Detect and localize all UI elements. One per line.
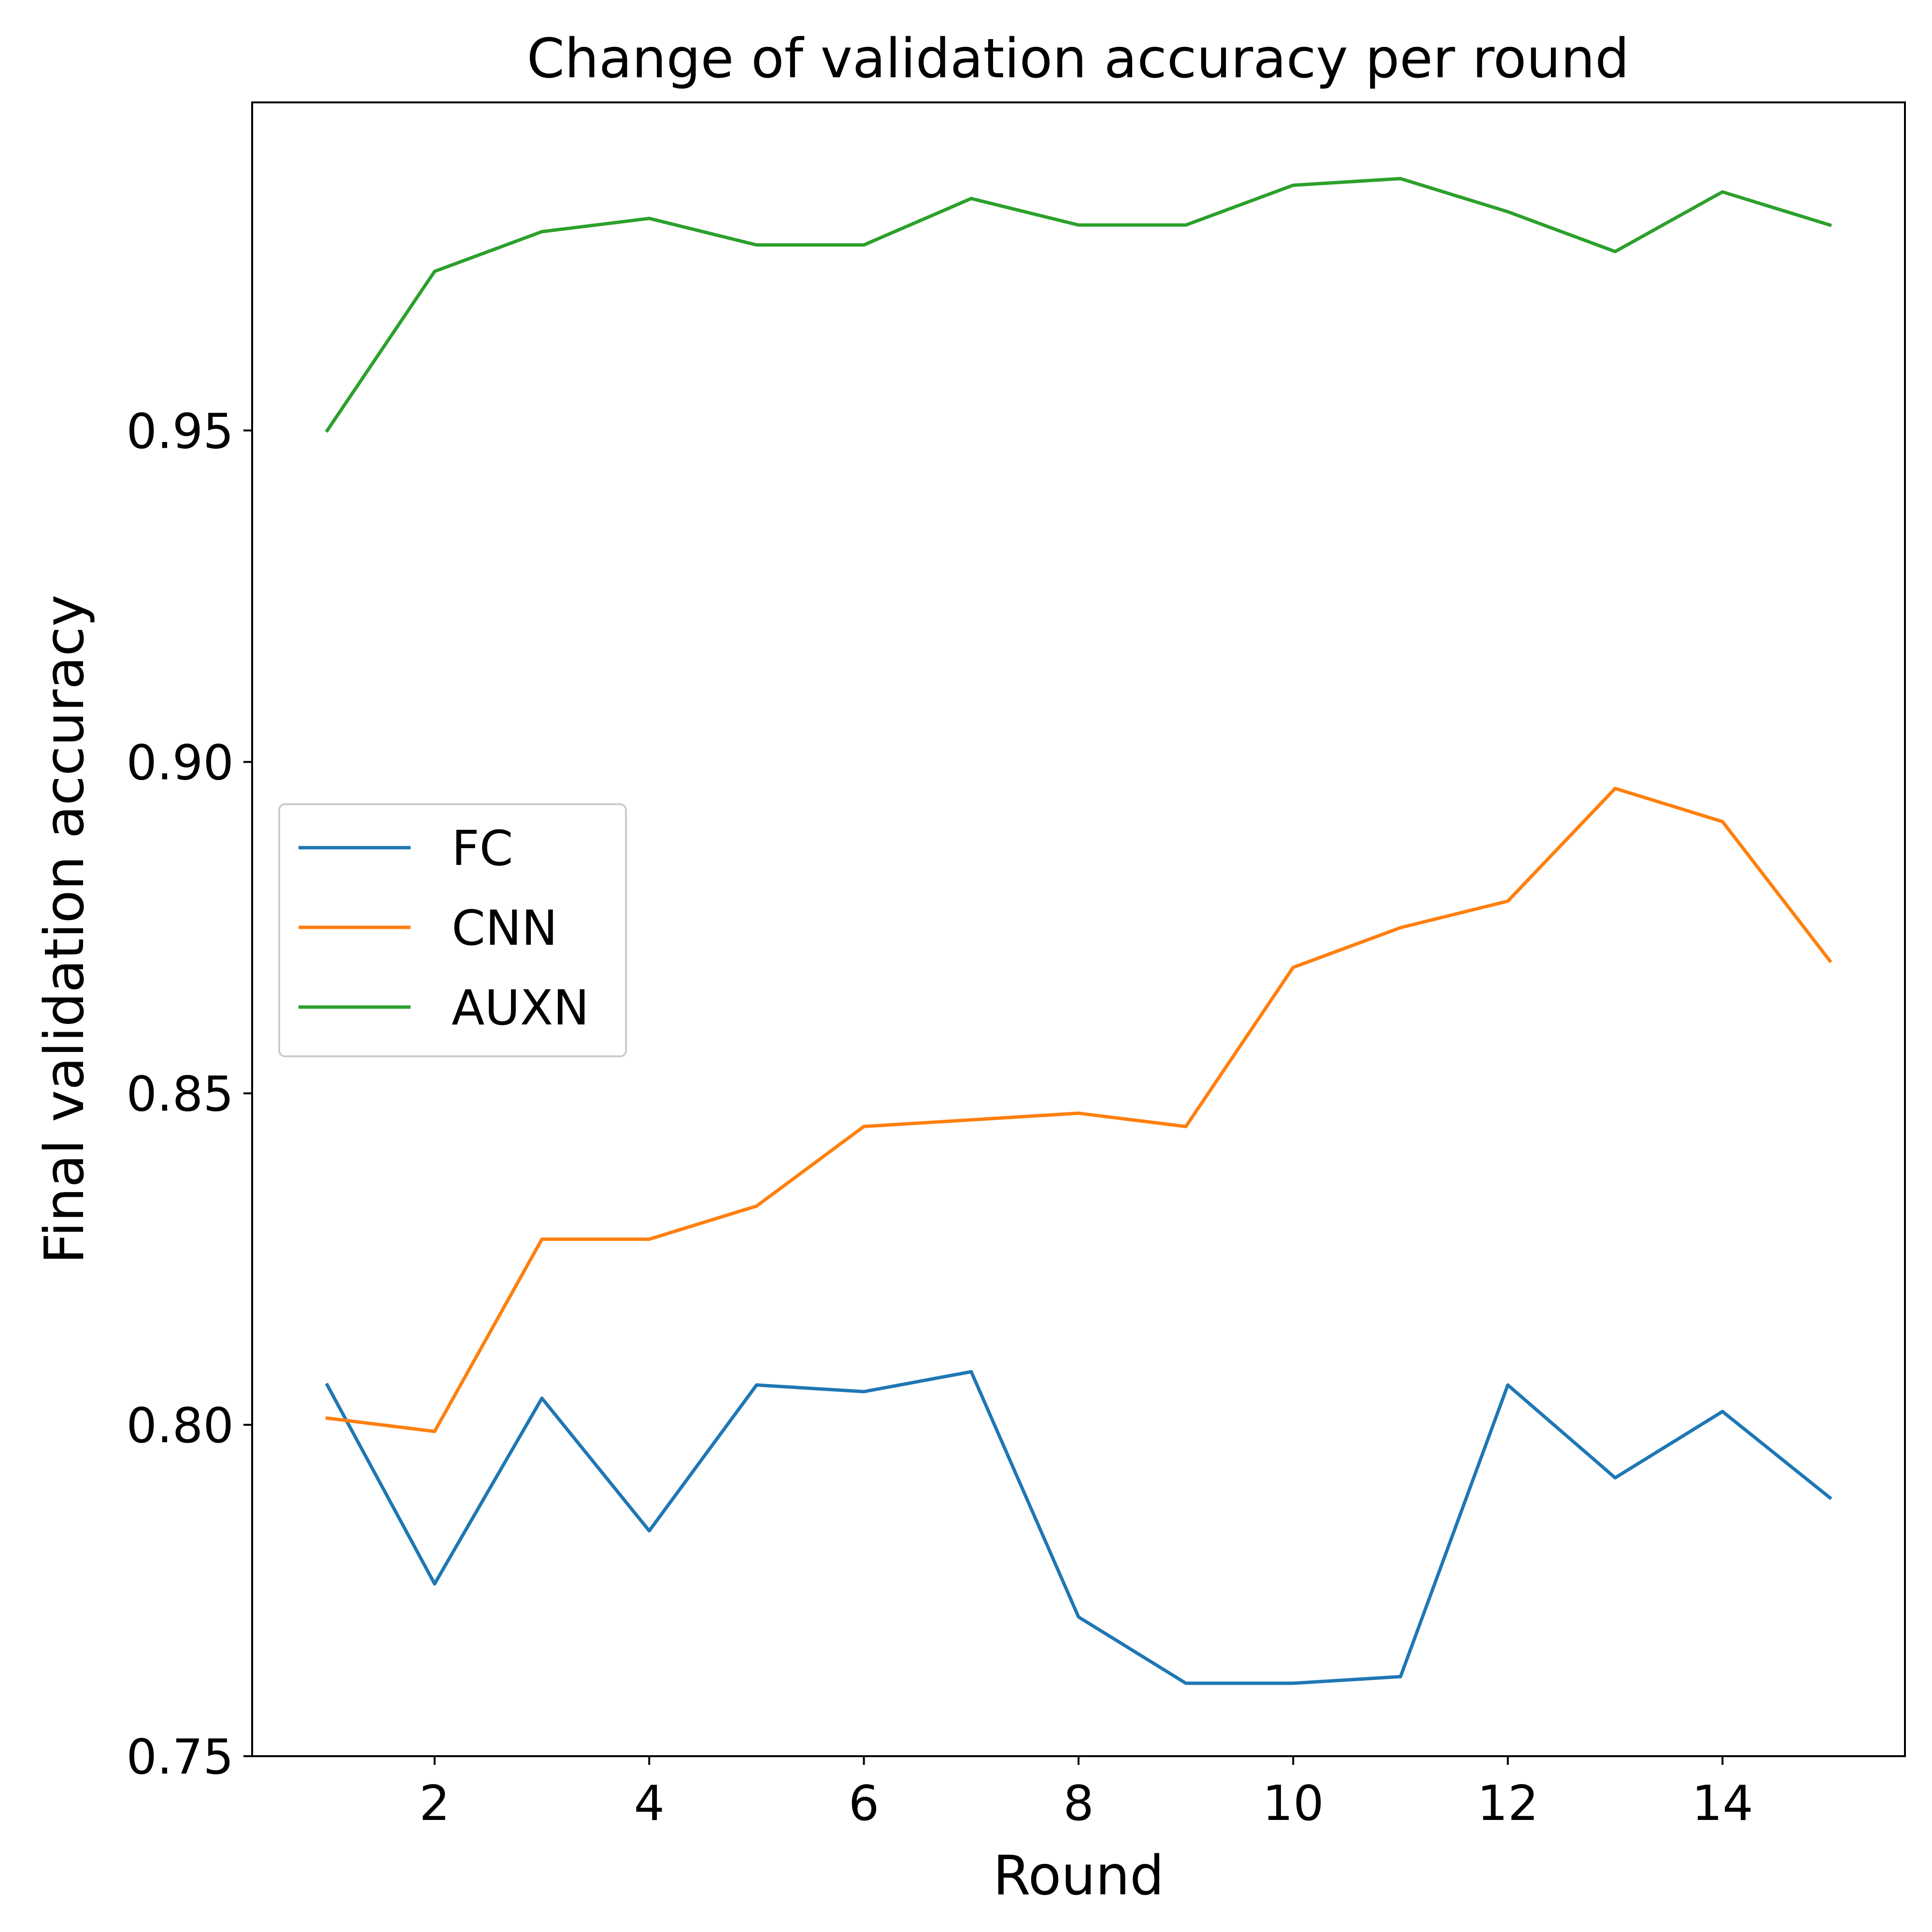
x-axis-label: Round — [993, 1845, 1164, 1907]
x-tick-label: 6 — [849, 1775, 880, 1832]
legend: FC CNN AUXN — [278, 803, 627, 1057]
y-tick-label: 0.75 — [126, 1729, 234, 1785]
chart-title: Change of validation accuracy per round — [527, 28, 1630, 90]
legend-label-fc: FC — [452, 820, 513, 877]
x-tick-label: 14 — [1692, 1775, 1753, 1832]
x-tick-label: 10 — [1263, 1775, 1324, 1832]
series-line-auxn — [325, 177, 1832, 433]
legend-label-cnn: CNN — [452, 900, 557, 956]
x-tick-label: 8 — [1063, 1775, 1094, 1832]
legend-label-auxn: AUXN — [452, 980, 589, 1036]
y-tick-label: 0.85 — [126, 1066, 234, 1122]
y-tick-label: 0.95 — [126, 403, 234, 459]
x-axis: 2 4 6 8 10 12 14 — [419, 1756, 1753, 1832]
y-tick-label: 0.80 — [126, 1397, 234, 1454]
legend-box — [278, 803, 627, 1057]
y-tick-label: 0.90 — [126, 734, 234, 791]
y-axis: 0.75 0.80 0.85 0.90 0.95 — [126, 403, 252, 1785]
x-tick-label: 2 — [419, 1775, 450, 1832]
series-line-fc — [325, 1370, 1833, 1685]
x-tick-label: 4 — [634, 1775, 665, 1832]
y-axis-label: Final validation accuracy — [33, 595, 96, 1264]
legend-items: FC CNN AUXN — [298, 820, 589, 1036]
series-line-cnn — [325, 786, 1833, 1434]
series-layer — [325, 177, 1833, 1685]
x-tick-label: 12 — [1477, 1775, 1538, 1832]
